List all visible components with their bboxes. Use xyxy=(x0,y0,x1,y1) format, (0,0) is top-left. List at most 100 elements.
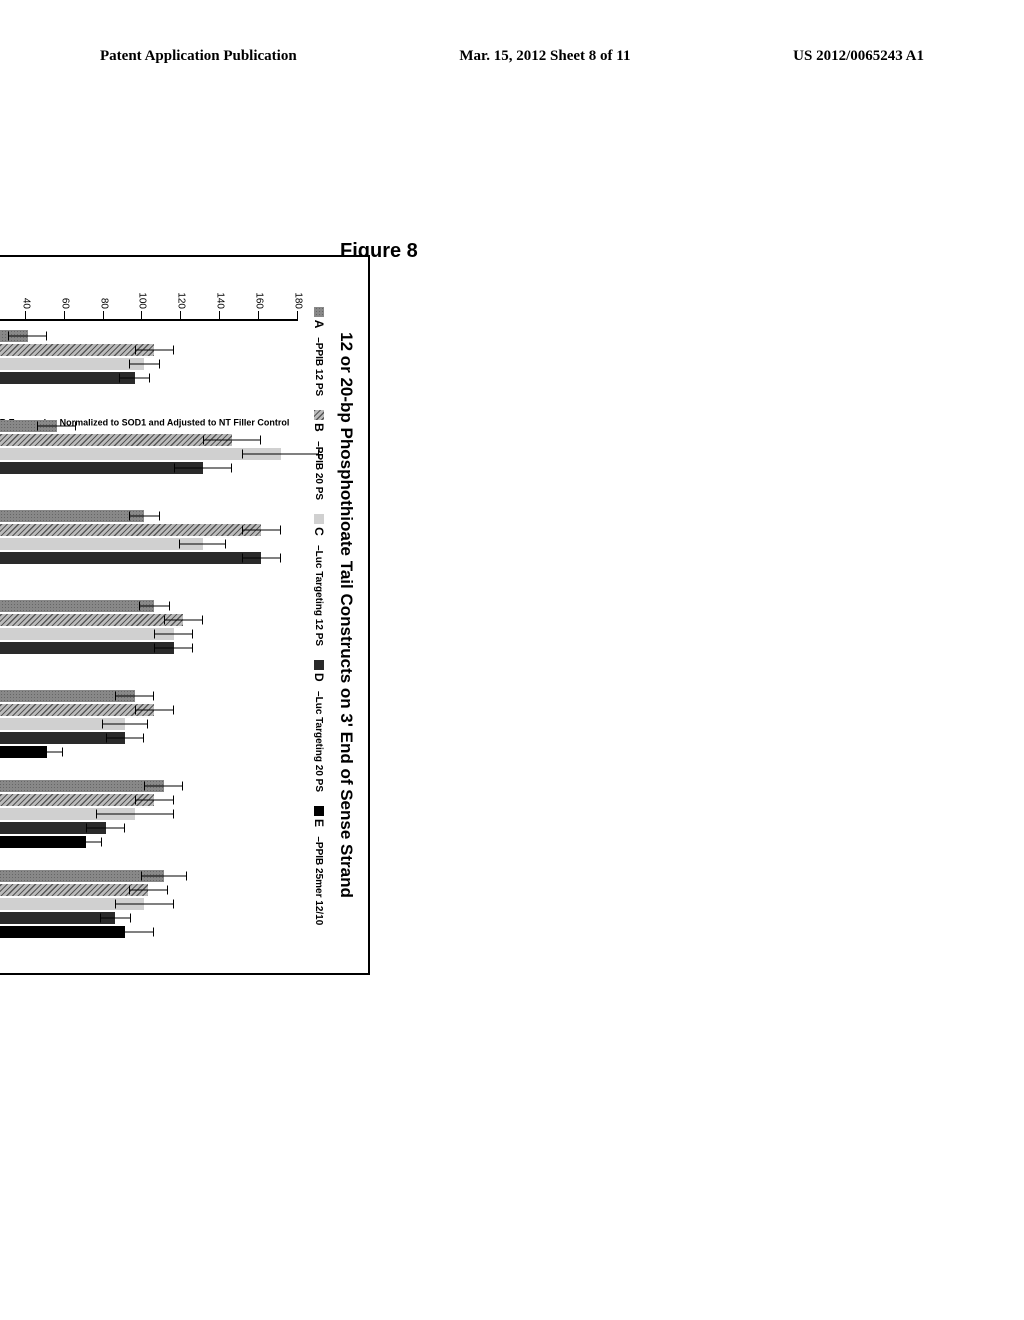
error-bar xyxy=(129,890,168,891)
y-tick xyxy=(64,311,65,319)
bar-D xyxy=(0,732,125,744)
chart-title: 12 or 20-bp Phosphothioate Tail Construc… xyxy=(336,257,356,973)
error-bar xyxy=(96,814,174,815)
bar-B xyxy=(0,884,148,896)
chart-frame: 12 or 20-bp Phosphothioate Tail Construc… xyxy=(0,255,370,975)
error-bar xyxy=(174,468,232,469)
bar-group xyxy=(0,690,300,758)
y-tick-label: 180 xyxy=(293,279,304,309)
bar-group xyxy=(0,330,300,398)
bar-C xyxy=(0,358,144,370)
error-bar xyxy=(38,426,77,427)
y-tick-label: 60 xyxy=(59,279,70,309)
error-bar xyxy=(71,842,102,843)
bar-group xyxy=(0,600,300,668)
bar-C xyxy=(0,718,125,730)
bar-A xyxy=(0,510,144,522)
bar-D xyxy=(0,642,174,654)
error-bar xyxy=(86,828,125,829)
bar-A xyxy=(0,690,135,702)
bar-C xyxy=(0,448,281,460)
bar-E xyxy=(0,836,86,848)
legend-label-E: –PPIB 25mer 12/10 xyxy=(314,836,325,925)
y-tick-label: 100 xyxy=(137,279,148,309)
error-bar xyxy=(102,724,149,725)
bar-D xyxy=(0,462,203,474)
error-bar xyxy=(154,648,193,649)
error-bar xyxy=(144,786,183,787)
legend-label-A: –PPIB 12 PS xyxy=(314,337,325,396)
bar-C xyxy=(0,808,135,820)
bar-E xyxy=(0,926,125,938)
y-tick xyxy=(297,311,298,319)
header-left: Patent Application Publication xyxy=(100,48,297,65)
bar-E xyxy=(0,746,47,758)
error-bar xyxy=(139,606,170,607)
error-bar xyxy=(106,738,145,739)
legend-swatch-D xyxy=(314,660,324,670)
y-axis xyxy=(0,319,298,321)
chart-container: 12 or 20-bp Phosphothioate Tail Construc… xyxy=(0,255,370,975)
error-bar xyxy=(119,378,150,379)
bar-D xyxy=(0,822,106,834)
error-bar xyxy=(242,530,281,531)
error-bar xyxy=(8,336,47,337)
error-bar xyxy=(141,876,188,877)
page-header: Patent Application Publication Mar. 15, … xyxy=(0,48,1024,65)
legend-label-D: –Luc Targeting 20 PS xyxy=(314,691,325,792)
legend-key-C: C xyxy=(312,527,326,539)
bar-A xyxy=(0,870,164,882)
bar-D xyxy=(0,552,261,564)
y-tick-label: 160 xyxy=(254,279,265,309)
y-tick xyxy=(258,311,259,319)
bar-group xyxy=(0,510,300,578)
bar-A xyxy=(0,780,164,792)
bar-C xyxy=(0,898,144,910)
legend-key-E: E xyxy=(312,819,326,830)
error-bar xyxy=(135,710,174,711)
legend-label-C: –Luc Targeting 12 PS xyxy=(314,545,325,646)
bar-B xyxy=(0,704,154,716)
bar-D xyxy=(0,912,115,924)
bar-group xyxy=(0,780,300,848)
error-bar xyxy=(154,634,193,635)
bar-B xyxy=(0,434,232,446)
y-tick xyxy=(103,311,104,319)
y-tick xyxy=(180,311,181,319)
bar-C xyxy=(0,538,203,550)
header-right: US 2012/0065243 A1 xyxy=(793,48,924,65)
error-bar xyxy=(115,696,154,697)
y-tick xyxy=(219,311,220,319)
bar-A xyxy=(0,420,57,432)
header-mid: Mar. 15, 2012 Sheet 8 of 11 xyxy=(459,48,630,65)
bar-D xyxy=(0,372,135,384)
bar-B xyxy=(0,524,261,536)
error-bar xyxy=(96,932,154,933)
bar-A xyxy=(0,330,28,342)
error-bar xyxy=(203,440,261,441)
error-bar xyxy=(164,620,203,621)
legend-key-B: B xyxy=(312,423,326,435)
y-tick xyxy=(141,311,142,319)
error-bar xyxy=(115,904,173,905)
error-bar xyxy=(135,800,174,801)
legend-key-A: A xyxy=(312,320,326,332)
error-bar xyxy=(32,752,63,753)
bar-group xyxy=(0,870,300,938)
error-bar xyxy=(129,364,160,365)
error-bar xyxy=(135,350,174,351)
y-tick-label: 80 xyxy=(98,279,109,309)
error-bar xyxy=(179,544,226,545)
legend-swatch-C xyxy=(314,514,324,524)
error-bar xyxy=(242,558,281,559)
bar-group xyxy=(0,420,300,488)
bar-B xyxy=(0,344,154,356)
legend-key-D: D xyxy=(312,673,326,685)
bar-B xyxy=(0,614,183,626)
y-tick xyxy=(25,311,26,319)
y-tick-label: 120 xyxy=(176,279,187,309)
legend-swatch-B xyxy=(314,410,324,420)
y-tick-label: 140 xyxy=(215,279,226,309)
plot-area: 02040608010012014016018010510.50.10.050.… xyxy=(0,319,298,949)
error-bar xyxy=(129,516,160,517)
